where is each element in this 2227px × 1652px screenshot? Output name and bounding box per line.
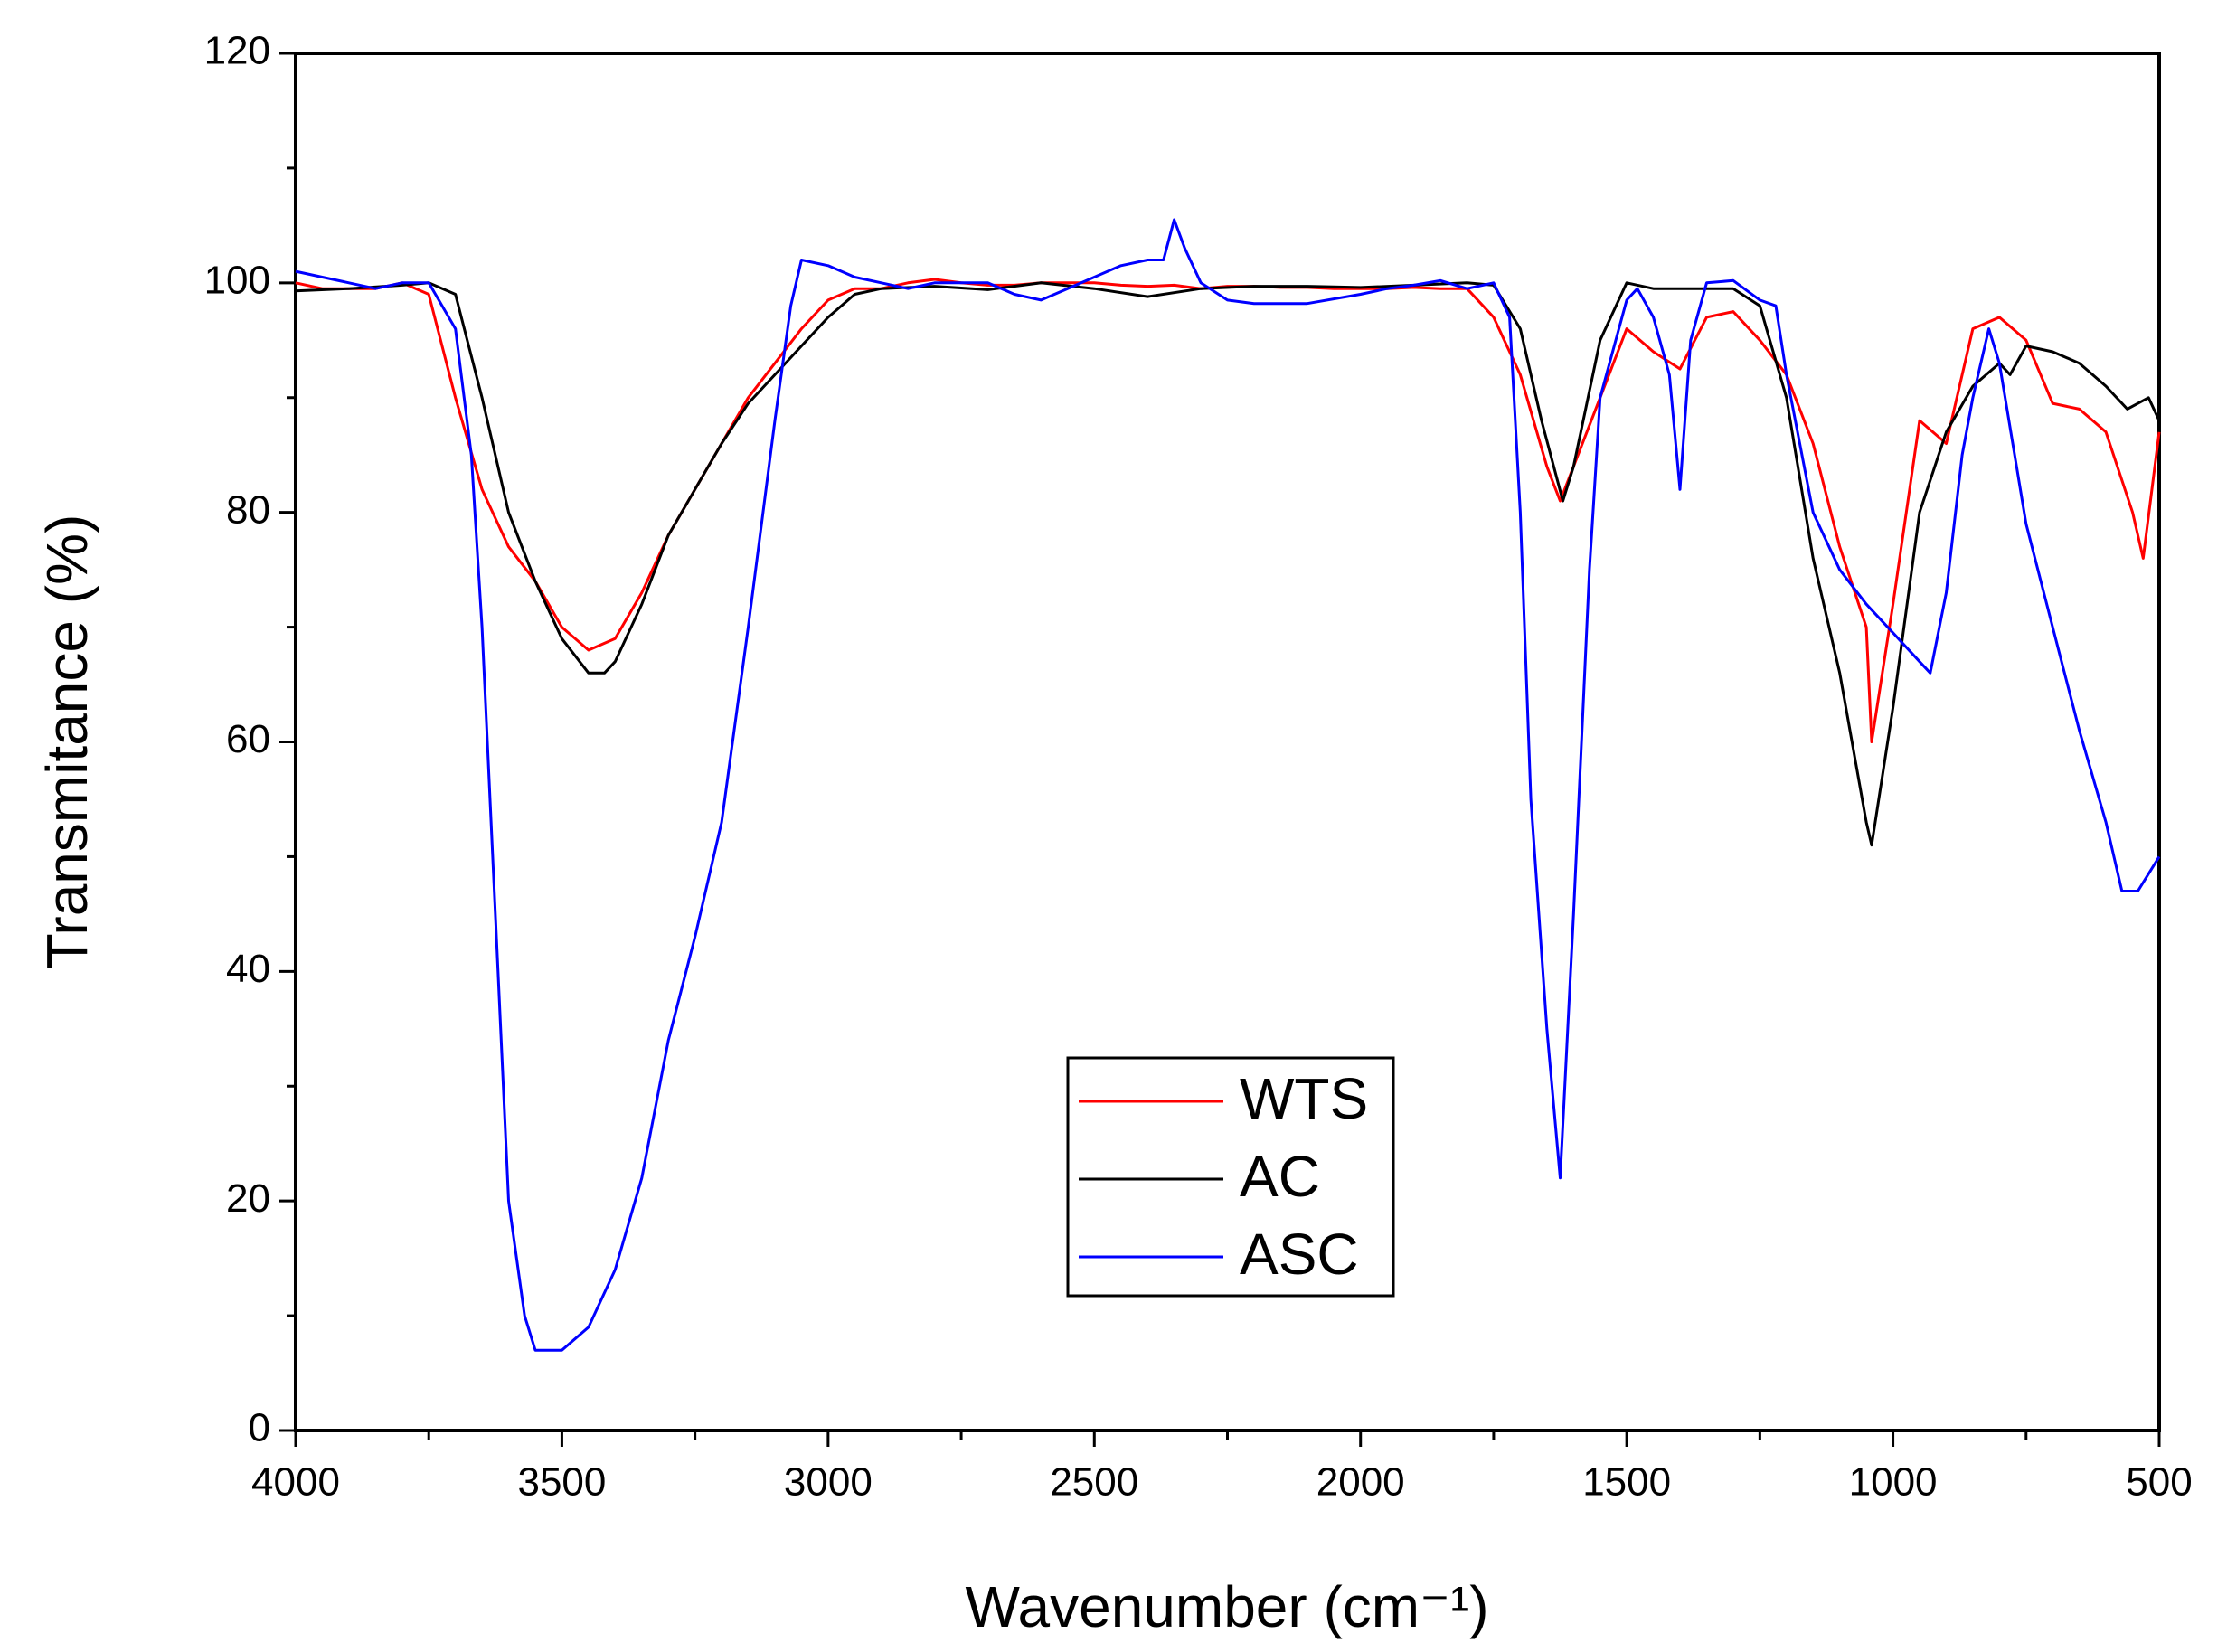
x-tick-label: 3500: [517, 1460, 606, 1505]
x-tick-label: 3000: [784, 1460, 873, 1505]
y-tick-label: 120: [204, 29, 270, 73]
y-tick-label: 20: [226, 1176, 270, 1221]
series-line: [295, 281, 2161, 847]
y-tick-label: 40: [226, 947, 270, 991]
x-tick-label: 2500: [1050, 1460, 1138, 1505]
series-line: [295, 218, 2161, 1352]
x-tick-label: 1500: [1582, 1460, 1671, 1505]
y-tick-label: 100: [204, 258, 270, 302]
x-axis-label: Wavenumber (cm⁻¹): [965, 1574, 1488, 1639]
y-tick-label: 0: [249, 1406, 270, 1450]
x-tick-label: 1000: [1849, 1460, 1938, 1505]
legend-label: ASC: [1240, 1222, 1359, 1287]
x-tick-label: 500: [2126, 1460, 2192, 1505]
y-axis-label: Transmitance (%): [34, 514, 99, 969]
x-tick-label: 2000: [1316, 1460, 1405, 1505]
y-tick-label: 80: [226, 487, 270, 532]
legend-label: WTS: [1240, 1066, 1368, 1131]
x-tick-label: 4000: [251, 1460, 340, 1505]
legend-label: AC: [1240, 1144, 1320, 1209]
y-tick-label: 60: [226, 717, 270, 761]
